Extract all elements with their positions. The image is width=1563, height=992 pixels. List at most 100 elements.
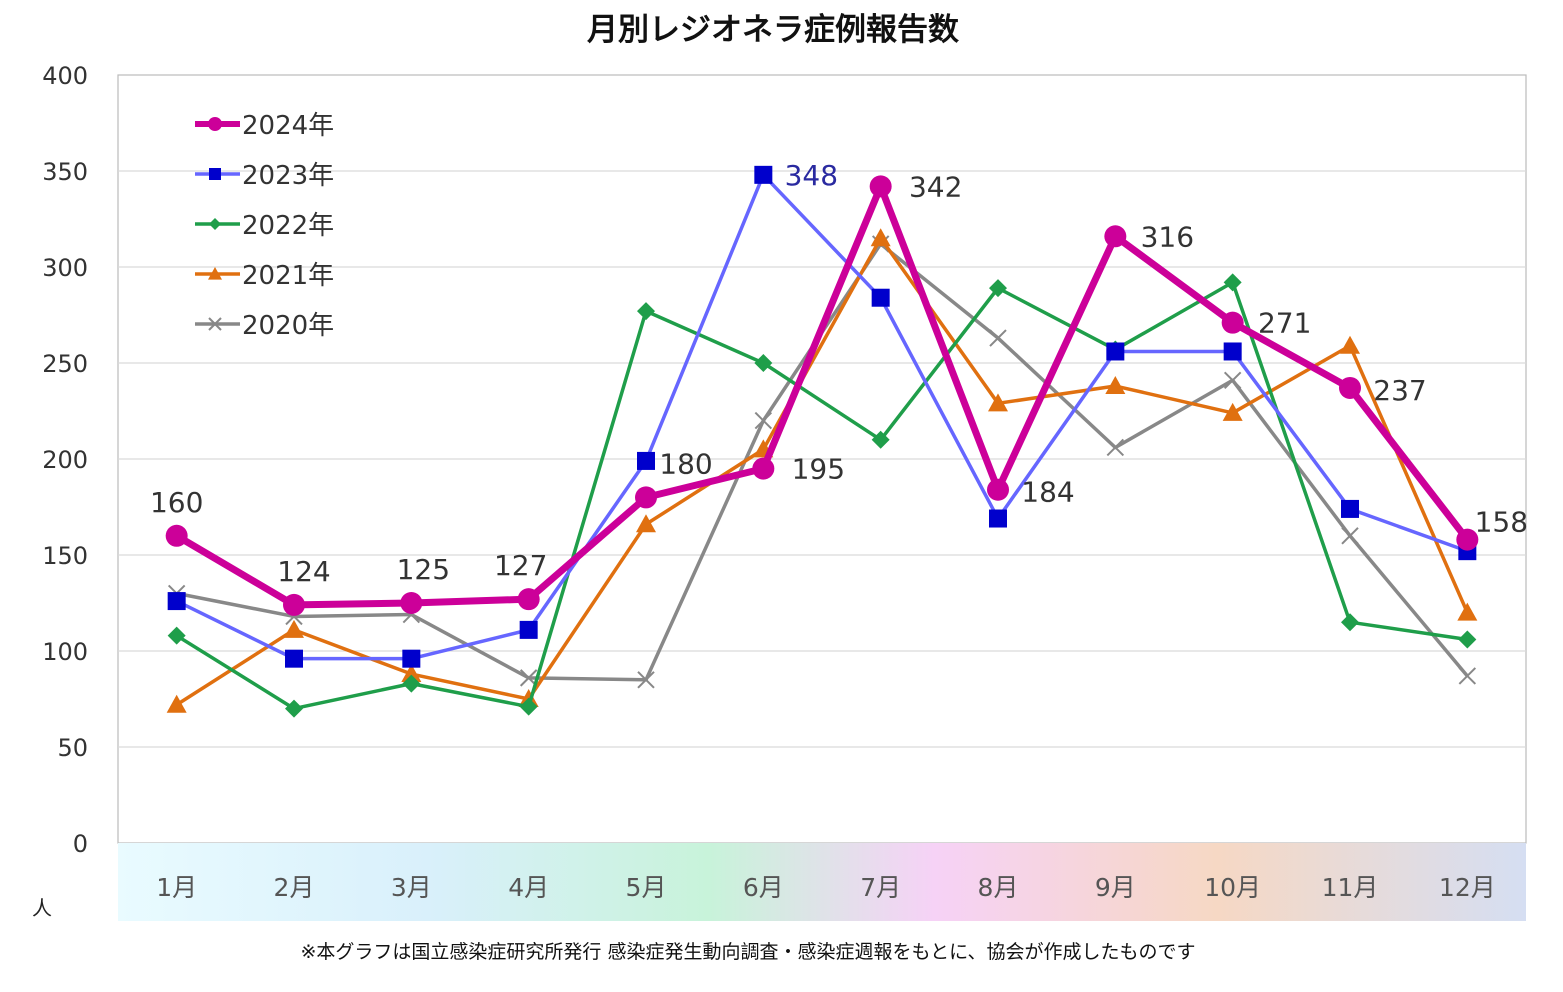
square-marker bbox=[519, 620, 538, 639]
x-tick-label: 10月 bbox=[1204, 873, 1261, 902]
legend-item: 2020年 bbox=[195, 311, 334, 341]
series-line bbox=[174, 182, 1471, 609]
square-marker bbox=[285, 649, 303, 668]
chart-title: 月別レジオネラ症例報告数 bbox=[587, 12, 959, 48]
square-marker bbox=[637, 451, 655, 470]
x-marker bbox=[1458, 667, 1477, 685]
square-marker bbox=[402, 649, 421, 668]
data-label: 124 bbox=[277, 555, 330, 588]
diamond-marker bbox=[1458, 630, 1477, 649]
triangle-marker bbox=[1340, 335, 1360, 354]
circle-marker bbox=[1339, 376, 1361, 399]
data-label: 125 bbox=[397, 553, 450, 586]
diamond-marker bbox=[754, 354, 773, 372]
x-axis: 1月 2月 3月 4月 5月 6月 7月 8月 9月 10月 11月 12月 bbox=[156, 873, 1496, 902]
x-tick-label: 5月 bbox=[626, 873, 667, 902]
x-tick-label: 3月 bbox=[391, 873, 432, 902]
x-marker bbox=[1223, 371, 1242, 389]
triangle-marker bbox=[988, 393, 1008, 412]
x-tick-label: 7月 bbox=[860, 873, 901, 902]
triangle-marker bbox=[401, 664, 422, 683]
x-marker bbox=[754, 411, 773, 430]
legend-label: 2020年 bbox=[242, 311, 334, 341]
data-label: 127 bbox=[494, 549, 547, 582]
x-tick-label: 6月 bbox=[743, 873, 784, 902]
y-tick-label: 250 bbox=[42, 350, 88, 378]
diamond-marker bbox=[871, 430, 890, 449]
circle-marker bbox=[1221, 311, 1244, 334]
series-2024年 bbox=[165, 175, 1479, 616]
data-label: 158 bbox=[1475, 506, 1528, 539]
square-marker bbox=[209, 168, 221, 180]
y-axis: 0 50 100 150 200 250 300 350 400 bbox=[42, 62, 88, 858]
circle-marker bbox=[1104, 225, 1127, 248]
series-line bbox=[175, 280, 1468, 711]
unit-label: 人 bbox=[32, 896, 52, 920]
square-marker bbox=[871, 288, 890, 307]
diamond-marker bbox=[519, 697, 538, 716]
series-line bbox=[175, 173, 1468, 661]
diamond-marker bbox=[209, 218, 221, 230]
data-label: 271 bbox=[1258, 307, 1311, 340]
x-tick-label: 9月 bbox=[1095, 873, 1136, 902]
y-tick-label: 150 bbox=[42, 542, 88, 570]
diamond-marker bbox=[1223, 273, 1242, 292]
data-label: 342 bbox=[909, 170, 962, 203]
legend-label: 2023年 bbox=[242, 161, 334, 191]
square-marker bbox=[1223, 342, 1242, 361]
circle-marker bbox=[208, 117, 222, 131]
x-tick-label: 12月 bbox=[1439, 873, 1496, 902]
circle-marker bbox=[1456, 528, 1479, 551]
square-marker bbox=[754, 165, 773, 184]
legend-label: 2021年 bbox=[242, 261, 334, 291]
circle-marker bbox=[165, 524, 188, 547]
x-tick-label: 1月 bbox=[156, 873, 197, 902]
data-labels: 160 124 125 127 180 195 342 184 316 271 237 158 348 bbox=[150, 159, 1528, 588]
triangle-marker bbox=[1457, 602, 1478, 621]
triangle-marker bbox=[284, 619, 304, 638]
month-band bbox=[118, 843, 1526, 921]
x-marker bbox=[1106, 438, 1125, 457]
x-tick-label: 8月 bbox=[978, 873, 1019, 902]
circle-marker bbox=[752, 457, 775, 480]
data-label: 195 bbox=[792, 453, 845, 486]
y-tick-label: 350 bbox=[42, 158, 88, 186]
data-label: 160 bbox=[150, 486, 203, 519]
circle-marker bbox=[283, 593, 305, 616]
diamond-marker bbox=[167, 626, 186, 645]
y-tick-label: 0 bbox=[73, 830, 88, 858]
legend-item: 2022年 bbox=[195, 211, 334, 241]
y-tick-label: 300 bbox=[42, 254, 88, 282]
series-line bbox=[175, 236, 1469, 707]
diamond-marker bbox=[637, 302, 655, 321]
triangle-marker bbox=[870, 228, 891, 247]
x-tick-label: 11月 bbox=[1322, 873, 1379, 902]
circle-marker bbox=[869, 175, 892, 198]
data-label: 180 bbox=[659, 447, 712, 480]
circle-marker bbox=[635, 486, 657, 509]
circle-marker bbox=[517, 588, 540, 611]
data-label: 184 bbox=[1021, 476, 1074, 509]
diamond-marker bbox=[1341, 613, 1359, 632]
x-marker bbox=[208, 317, 222, 331]
x-marker bbox=[519, 669, 538, 687]
footnote: ※本グラフは国立感染症研究所発行 感染症発生動向調査・感染症週報をもとに、協会が… bbox=[300, 941, 1195, 963]
legend-label: 2024年 bbox=[242, 111, 334, 141]
series-group bbox=[165, 165, 1479, 718]
y-tick-label: 200 bbox=[42, 446, 88, 474]
x-tick-label: 4月 bbox=[508, 873, 549, 902]
legend-label: 2022年 bbox=[242, 211, 334, 241]
triangle-marker bbox=[1222, 402, 1243, 421]
diamond-marker bbox=[402, 674, 421, 693]
diamond-marker bbox=[285, 699, 303, 718]
circle-marker bbox=[987, 478, 1009, 501]
series-2023年 bbox=[167, 165, 1477, 668]
legend: 2024年 2023年 2022年 2021年 2020年 bbox=[195, 111, 334, 341]
legend-item: 2024年 bbox=[195, 111, 334, 141]
circle-marker bbox=[400, 592, 423, 614]
data-label: 348 bbox=[785, 159, 838, 192]
x-marker bbox=[637, 671, 655, 689]
y-tick-label: 100 bbox=[42, 638, 88, 666]
square-marker bbox=[1341, 499, 1359, 518]
diamond-marker bbox=[989, 279, 1007, 298]
